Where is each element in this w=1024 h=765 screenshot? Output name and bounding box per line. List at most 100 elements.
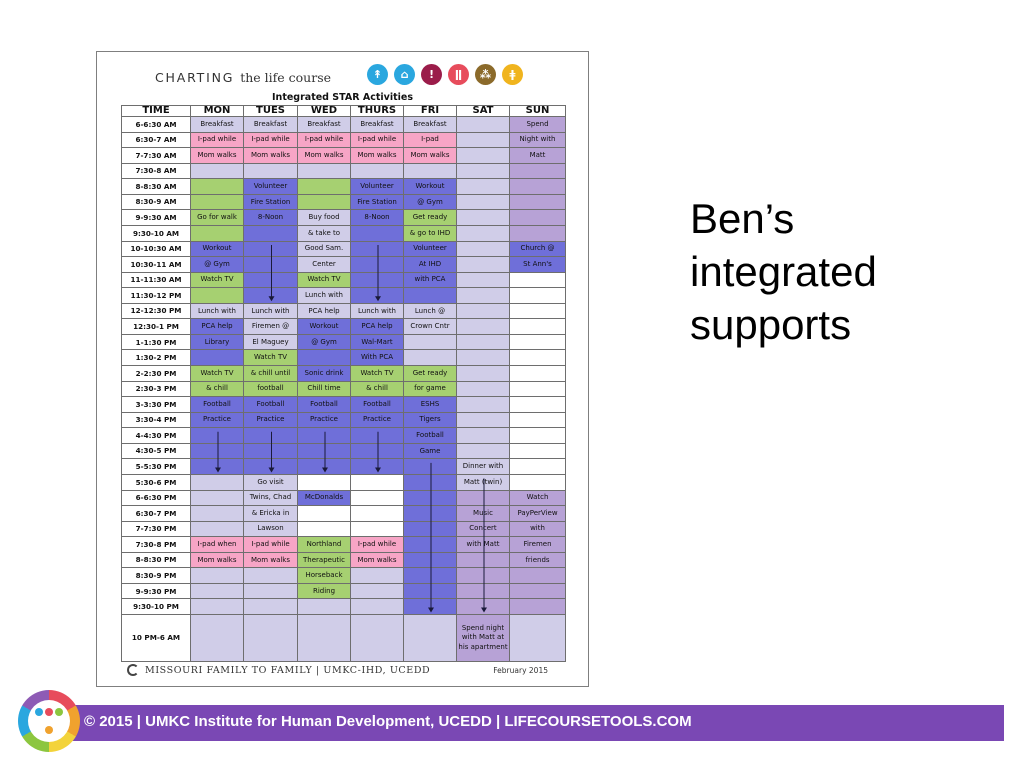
activity-cell bbox=[190, 193, 244, 211]
activity-cell: Watch TV bbox=[243, 349, 298, 366]
activity-cell bbox=[509, 209, 566, 226]
activity-cell: Workout bbox=[190, 240, 244, 258]
activity-cell: I-pad bbox=[403, 131, 457, 149]
activity-cell bbox=[509, 598, 566, 615]
activity-cell: & go to IHD bbox=[403, 224, 457, 242]
activity-cell: Music bbox=[456, 505, 510, 522]
activity-cell bbox=[509, 442, 566, 460]
activity-cell: Watch TV bbox=[190, 271, 244, 289]
activity-cell: Volunteer bbox=[350, 178, 404, 195]
activity-cell bbox=[403, 614, 457, 662]
activity-cell: Mom walks bbox=[243, 551, 298, 569]
activity-cell bbox=[509, 614, 566, 662]
activity-cell bbox=[509, 349, 566, 366]
activity-cell: Therapeutic bbox=[297, 551, 351, 569]
activity-cell bbox=[350, 427, 404, 444]
time-cell: 6-6:30 PM bbox=[121, 489, 191, 507]
activity-cell: Fire Station bbox=[243, 193, 298, 211]
time-cell: 10-10:30 AM bbox=[121, 240, 191, 258]
time-cell: 2-2:30 PM bbox=[121, 365, 191, 382]
activity-cell: Mom walks bbox=[190, 147, 244, 164]
column-header-fri: FRI bbox=[403, 105, 457, 117]
activity-cell bbox=[403, 505, 457, 522]
table-row: 6:30-7 PM & Ericka in Music PayPerView bbox=[121, 505, 566, 522]
activity-cell: Lunch with bbox=[297, 287, 351, 304]
table-row: 4-4:30 PM Football bbox=[121, 427, 566, 444]
activity-cell bbox=[456, 209, 510, 226]
activity-cell: Volunteer bbox=[403, 240, 457, 258]
activity-cell bbox=[403, 162, 457, 180]
family-icon: ⌂ bbox=[394, 64, 415, 85]
table-row: 6-6:30 PM Twins, Chad McDonalds Watch bbox=[121, 489, 566, 507]
caption-line-1: Ben’s bbox=[690, 195, 795, 242]
time-cell: 3-3:30 PM bbox=[121, 396, 191, 413]
activity-cell: Lunch @ bbox=[403, 302, 457, 320]
table-row: 1:30-2 PM Watch TV With PCA bbox=[121, 349, 566, 366]
activity-cell: I-pad while bbox=[297, 131, 351, 149]
activity-cell: @ Gym bbox=[403, 193, 457, 211]
activity-cell: with PCA bbox=[403, 271, 457, 289]
time-cell: 1:30-2 PM bbox=[121, 349, 191, 366]
column-header-mon: MON bbox=[190, 105, 244, 117]
activity-cell bbox=[509, 224, 566, 242]
activity-cell: Lunch with bbox=[243, 302, 298, 320]
activity-cell bbox=[190, 489, 244, 507]
activity-cell bbox=[190, 287, 244, 304]
activity-cell: Breakfast bbox=[350, 116, 404, 133]
column-header-tues: TUES bbox=[243, 105, 298, 117]
activity-cell bbox=[456, 396, 510, 413]
activity-cell bbox=[456, 302, 510, 320]
activity-cell bbox=[297, 473, 351, 491]
activity-cell bbox=[243, 458, 298, 475]
activity-cell bbox=[350, 567, 404, 584]
table-row: 1-1:30 PM Library El Maguey @ Gym Wal-Mart bbox=[121, 333, 566, 351]
activity-cell bbox=[509, 411, 566, 429]
activity-cell: Matt (twin) bbox=[456, 473, 510, 491]
activity-cell bbox=[297, 178, 351, 195]
activity-cell bbox=[509, 287, 566, 304]
activity-cell bbox=[456, 193, 510, 211]
time-cell: 9:30-10 PM bbox=[121, 598, 191, 615]
footer-credit: MISSOURI FAMILY TO FAMILY | UMKC-IHD, UC… bbox=[127, 664, 430, 676]
elderly-couple-icon: ǂ bbox=[502, 64, 523, 85]
activity-cell: Spend bbox=[509, 116, 566, 133]
activity-cell bbox=[403, 473, 457, 491]
schedule-subtitle: Integrated STAR Activities bbox=[272, 92, 413, 103]
mf2f-logo-icon bbox=[127, 664, 139, 676]
activity-cell: El Maguey bbox=[243, 333, 298, 351]
activity-cell: Workout bbox=[297, 318, 351, 335]
activity-cell bbox=[350, 582, 404, 600]
table-row: 7:30-8 AM bbox=[121, 162, 566, 180]
table-row: 12:30-1 PM PCA help Firemen @ Workout PCA he… bbox=[121, 318, 566, 335]
activity-cell: Watch TV bbox=[190, 365, 244, 382]
table-row: 9-9:30 AM Go for walk 8-Noon Buy food 8-Noon… bbox=[121, 209, 566, 226]
table-row: 9:30-10 AM & take to & go to IHD bbox=[121, 224, 566, 242]
activity-cell: Mom walks bbox=[350, 551, 404, 569]
activity-cell bbox=[243, 287, 298, 304]
activity-cell bbox=[403, 536, 457, 553]
table-row: 4:30-5 PM Game bbox=[121, 442, 566, 460]
table-row: 7-7:30 AM Mom walks Mom walks Mom walks Mom … bbox=[121, 147, 566, 164]
table-row: 6:30-7 AM I-pad while I-pad while I-pad whi… bbox=[121, 131, 566, 149]
activity-cell: McDonalds bbox=[297, 489, 351, 507]
time-cell: 6:30-7 AM bbox=[121, 131, 191, 149]
activity-cell: @ Gym bbox=[190, 256, 244, 273]
time-cell: 7-7:30 PM bbox=[121, 520, 191, 538]
activity-cell bbox=[456, 380, 510, 398]
activity-cell bbox=[456, 287, 510, 304]
activity-cell bbox=[243, 582, 298, 600]
activity-cell: PCA help bbox=[297, 302, 351, 320]
activity-cell bbox=[297, 193, 351, 211]
activity-cell bbox=[456, 411, 510, 429]
activity-cell: Firemen @ bbox=[243, 318, 298, 335]
table-row: 3:30-4 PM Practice Practice Practice Practic… bbox=[121, 411, 566, 429]
activity-cell bbox=[350, 224, 404, 242]
activity-cell bbox=[456, 442, 510, 460]
time-cell: 10 PM-6 AM bbox=[121, 614, 191, 662]
activity-cell bbox=[243, 427, 298, 444]
table-row: 5:30-6 PM Go visit Matt (twin) bbox=[121, 473, 566, 491]
activity-cell bbox=[243, 240, 298, 258]
table-row: 3-3:30 PM Football Football Football Footbal… bbox=[121, 396, 566, 413]
person-running-icon: ↟ bbox=[367, 64, 388, 85]
activity-cell bbox=[190, 598, 244, 615]
